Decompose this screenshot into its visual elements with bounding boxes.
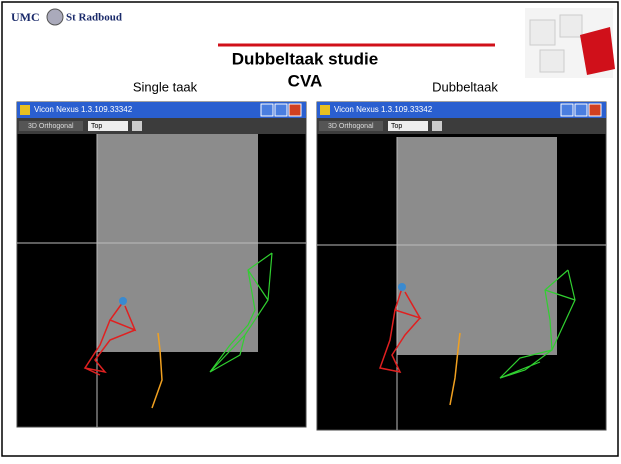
close-button[interactable]: [288, 103, 302, 117]
maximize-button[interactable]: [274, 103, 288, 117]
camera-label: Top: [91, 123, 102, 130]
floor-plate: [397, 137, 557, 355]
skeleton-red: [83, 301, 137, 376]
view-label: 3D Orthogonal: [28, 123, 74, 130]
panel-label: Dubbeltaak: [432, 79, 498, 94]
view-dropdown[interactable]: [19, 121, 83, 131]
skeleton-orange: [151, 332, 163, 409]
skeleton-green: [499, 269, 576, 379]
app-window: Vicon Nexus 1.3.109.33342 3D Orthogonal …: [316, 101, 607, 431]
minimize-button[interactable]: [260, 103, 274, 117]
skeleton-orange: [449, 332, 461, 406]
logo-text: St Radboud: [66, 12, 122, 24]
title-bar: [17, 102, 306, 118]
window-title: Vicon Nexus 1.3.109.33342: [334, 105, 433, 114]
camera-label: Top: [391, 123, 402, 130]
view-dropdown[interactable]: [319, 121, 383, 131]
minimize-button[interactable]: [560, 103, 574, 117]
skeleton-green: [209, 252, 273, 373]
view-label: 3D Orthogonal: [328, 123, 374, 130]
puzzle-image: [525, 8, 615, 78]
title-bar: [317, 102, 606, 118]
skeleton-red: [379, 287, 422, 374]
camera-dropdown[interactable]: [88, 121, 128, 131]
title: Dubbeltaak studie: [232, 49, 378, 68]
close-button[interactable]: [588, 103, 602, 117]
app-window: Vicon Nexus 1.3.109.33342 3D Orthogonal …: [16, 101, 307, 428]
panel-label: Single taak: [133, 79, 198, 94]
logo-emblem: [46, 8, 64, 26]
logo-text: UMC: [11, 10, 40, 24]
logo: UMC St Radboud: [11, 8, 122, 26]
title: CVA: [288, 71, 323, 90]
window-title: Vicon Nexus 1.3.109.33342: [34, 105, 133, 114]
camera-dropdown[interactable]: [388, 121, 428, 131]
maximize-button[interactable]: [574, 103, 588, 117]
